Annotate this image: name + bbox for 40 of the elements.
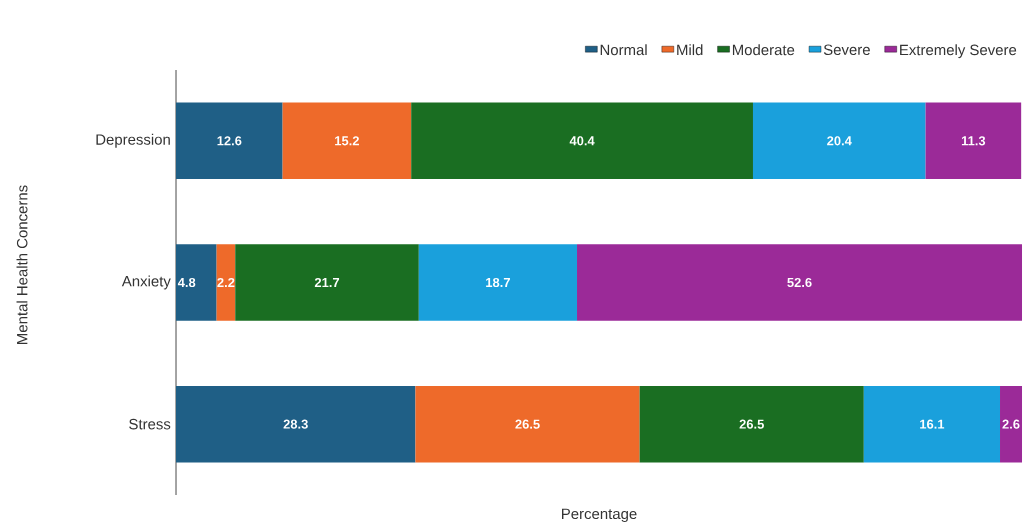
legend-label: Severe	[823, 44, 870, 55]
bar	[1000, 385, 1023, 463]
data-label: 4.8	[177, 277, 196, 288]
bar	[752, 102, 926, 180]
bar	[411, 102, 753, 180]
bar	[235, 244, 419, 321]
bar	[176, 244, 217, 321]
bar	[176, 102, 283, 180]
y-tick-label: Depression	[96, 133, 170, 148]
bar	[176, 385, 416, 463]
data-label: 2.6	[1002, 419, 1020, 429]
legend-label: Normal	[600, 44, 647, 56]
data-label: 11.3	[961, 136, 986, 146]
legend-label: Mild	[677, 44, 703, 56]
data-label: 26.5	[515, 419, 540, 429]
y-axis-title: Mental Health Concerns	[16, 185, 28, 344]
bar	[577, 244, 1023, 321]
data-label: 12.6	[217, 136, 242, 146]
legend-label: Extremely Severe	[900, 44, 1017, 59]
bar	[415, 385, 640, 463]
y-tick-label: Stress	[129, 418, 171, 430]
bar	[216, 244, 236, 321]
y-tick-label: Anxiety	[121, 275, 171, 290]
legend-label: Moderate	[732, 44, 795, 56]
data-label: 40.4	[569, 136, 595, 146]
bar	[282, 102, 412, 180]
data-label: 20.4	[827, 136, 852, 146]
bar	[925, 102, 1022, 180]
data-label: 15.2	[335, 136, 359, 146]
bar	[639, 385, 864, 463]
data-label: 21.7	[314, 277, 340, 288]
data-label: 26.5	[739, 419, 764, 429]
data-label: 18.7	[486, 277, 510, 288]
data-label: 52.6	[787, 277, 812, 288]
data-label: 16.1	[920, 419, 945, 429]
x-axis-title: Percentage	[562, 508, 637, 523]
data-label: 28.3	[283, 419, 308, 429]
bar	[863, 385, 1001, 463]
data-label: 2.2	[217, 277, 235, 288]
bar	[418, 244, 578, 321]
